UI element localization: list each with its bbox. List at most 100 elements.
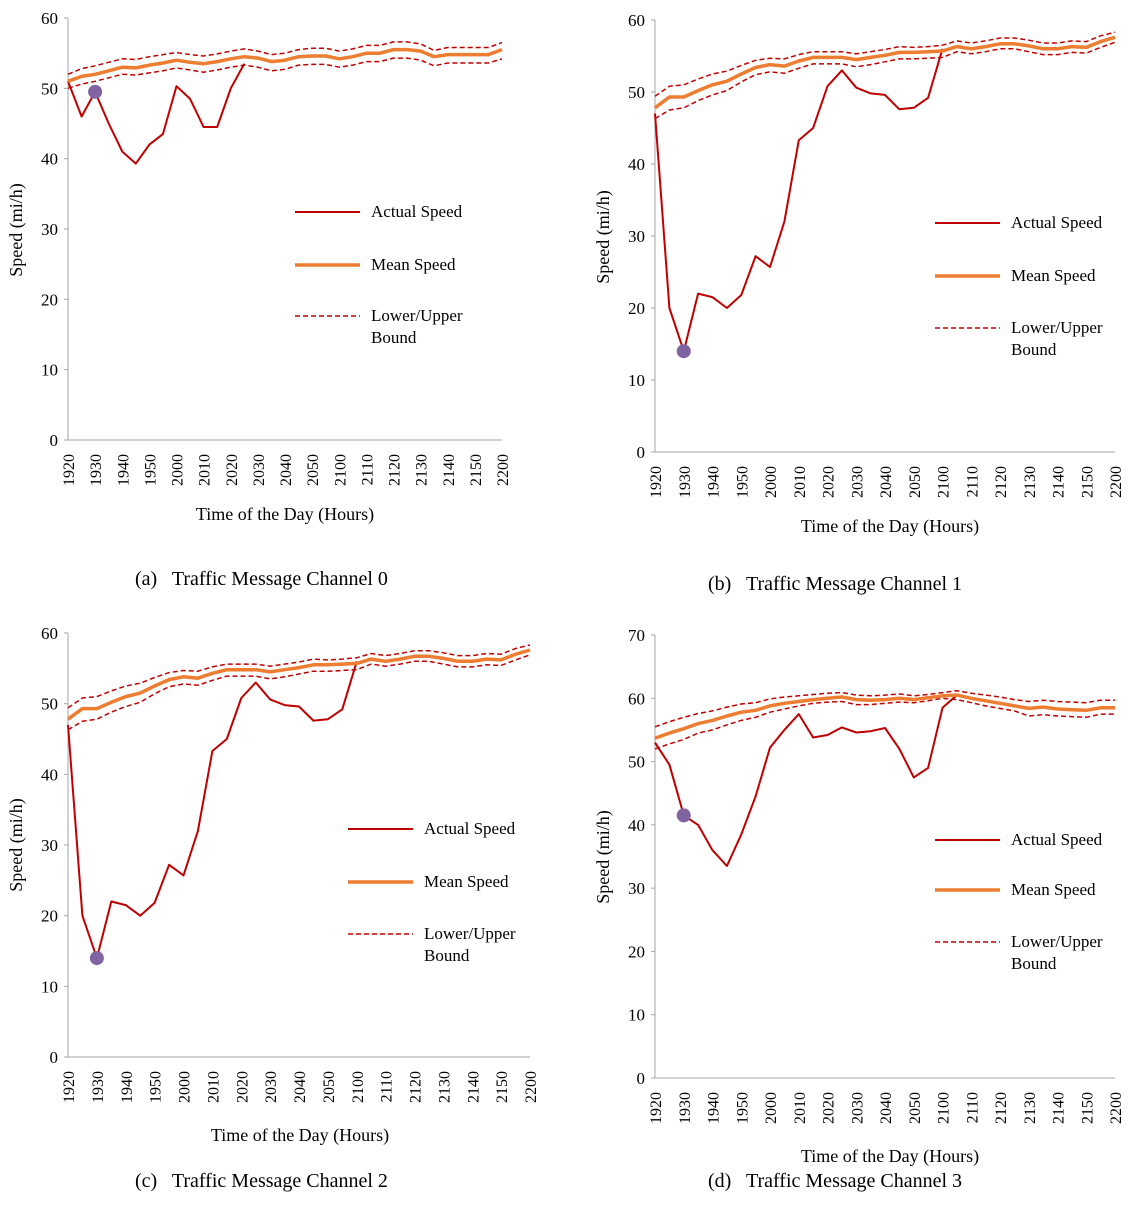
x-tick-label: 2110	[964, 466, 981, 497]
highlight-point	[89, 951, 104, 966]
y-tick-label: 10	[628, 1006, 645, 1025]
x-tick-label: 1950	[142, 454, 159, 486]
x-tick-label: 2000	[763, 466, 780, 498]
y-tick-label: 50	[41, 695, 58, 714]
x-tick-label: 2030	[263, 1071, 280, 1103]
y-tick-label: 60	[41, 624, 58, 643]
series-line	[66, 648, 531, 721]
y-tick-label: 70	[628, 626, 645, 645]
x-tick-label: 2150	[468, 454, 485, 486]
y-tick-label: 50	[628, 83, 645, 102]
legend-label: Actual Speed	[424, 819, 516, 838]
y-tick-label: 50	[41, 79, 58, 98]
y-tick-label: 40	[41, 765, 58, 784]
x-tick-label: 2100	[332, 454, 349, 486]
x-tick-label: 2030	[251, 454, 268, 486]
y-tick-label: 60	[628, 11, 645, 30]
legend-label: Mean Speed	[1011, 880, 1096, 899]
series-line	[67, 661, 358, 960]
x-tick-label: 2000	[170, 454, 187, 486]
y-tick-label: 0	[637, 1069, 646, 1088]
x-tick-label: 1920	[61, 1071, 78, 1103]
x-tick-label: 1920	[648, 466, 665, 498]
x-tick-label: 1950	[734, 466, 751, 498]
y-axis-label: Speed (mi/h)	[593, 810, 614, 903]
y-tick-label: 10	[41, 361, 58, 380]
x-tick-label: 1940	[119, 1071, 136, 1103]
x-tick-label: 1950	[148, 1071, 165, 1103]
series-line	[654, 48, 944, 353]
series-line	[67, 654, 531, 731]
x-tick-label: 2200	[1108, 466, 1125, 498]
y-tick-label: 20	[628, 299, 645, 318]
x-tick-label: 2000	[177, 1071, 194, 1103]
x-tick-label: 2010	[205, 1071, 222, 1103]
x-axis-label: Time of the Day (Hours)	[211, 1125, 389, 1146]
series-line	[67, 57, 503, 90]
x-tick-label: 2050	[321, 1071, 338, 1103]
x-tick-label: 2100	[350, 1071, 367, 1103]
x-tick-label: 2050	[305, 454, 322, 486]
y-tick-label: 60	[628, 689, 645, 708]
y-axis-label: Speed (mi/h)	[6, 183, 27, 276]
x-tick-label: 1930	[677, 466, 694, 498]
series-line	[654, 41, 1116, 120]
y-tick-label: 60	[41, 9, 58, 28]
x-tick-label: 2100	[936, 466, 953, 498]
series-line	[67, 644, 531, 709]
series-line	[654, 689, 1115, 728]
series-line	[67, 47, 503, 83]
y-tick-label: 30	[628, 879, 645, 898]
x-tick-label: 2140	[441, 454, 458, 486]
x-tick-label: 1940	[115, 454, 132, 486]
x-tick-label: 2030	[849, 1092, 866, 1124]
x-tick-label: 2200	[523, 1071, 540, 1103]
x-tick-label: 2120	[993, 1092, 1010, 1124]
x-tick-label: 1930	[90, 1071, 107, 1103]
x-tick-label: 1940	[706, 1092, 723, 1124]
y-tick-label: 30	[628, 227, 645, 246]
y-axis-label: Speed (mi/h)	[593, 190, 614, 283]
x-tick-label: 2200	[1108, 1092, 1125, 1124]
x-tick-label: 2020	[821, 1092, 838, 1124]
legend-label: Lower/Upper Bound	[1011, 318, 1103, 359]
y-tick-label: 20	[41, 907, 58, 926]
x-tick-label: 2100	[936, 1092, 953, 1124]
highlight-point	[676, 344, 691, 359]
y-tick-label: 40	[628, 816, 645, 835]
series-line	[654, 31, 1116, 97]
y-tick-label: 20	[628, 942, 645, 961]
series-line	[654, 697, 1115, 750]
series-line	[67, 41, 503, 75]
legend-label: Actual Speed	[1011, 830, 1103, 849]
x-tick-label: 2130	[436, 1071, 453, 1103]
x-axis-label: Time of the Day (Hours)	[196, 504, 374, 525]
series-line	[654, 694, 958, 867]
series-line	[67, 63, 246, 165]
legend-label: Actual Speed	[1011, 213, 1103, 232]
legend-label: Lower/Upper Bound	[424, 924, 516, 965]
x-tick-label: 1930	[88, 454, 105, 486]
x-tick-label: 2140	[465, 1071, 482, 1103]
x-axis-label: Time of the Day (Hours)	[801, 1146, 979, 1167]
y-tick-label: 0	[637, 443, 646, 462]
y-tick-label: 30	[41, 836, 58, 855]
x-tick-label: 2030	[849, 466, 866, 498]
x-tick-label: 1940	[706, 466, 723, 498]
x-tick-label: 2040	[292, 1071, 309, 1103]
y-tick-label: 0	[50, 1048, 59, 1067]
series-line	[653, 35, 1116, 110]
x-tick-label: 2130	[1022, 1092, 1039, 1124]
x-tick-label: 2120	[387, 454, 404, 486]
x-tick-label: 2040	[878, 466, 895, 498]
x-axis-label: Time of the Day (Hours)	[801, 516, 979, 537]
legend-label: Lower/Upper Bound	[1011, 932, 1103, 973]
legend-label: Mean Speed	[1011, 266, 1096, 285]
x-tick-label: 2140	[1051, 1092, 1068, 1124]
caption: (b) Traffic Message Channel 1	[708, 573, 962, 595]
legend-label: Mean Speed	[424, 872, 509, 891]
caption: (c) Traffic Message Channel 2	[135, 1170, 388, 1192]
legend-label: Actual Speed	[371, 202, 463, 221]
